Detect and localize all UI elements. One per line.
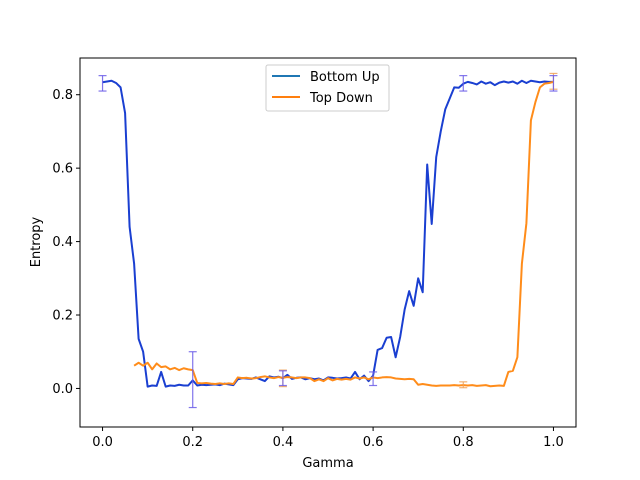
- axes-frame: [79, 57, 577, 428]
- y-tick-label: 0.4: [52, 235, 73, 250]
- y-tick-label: 0.6: [52, 162, 73, 177]
- error-bar-bottom-up: [278, 370, 287, 387]
- error-bar-bottom-up: [188, 351, 197, 409]
- x-tick-label: 1.0: [543, 435, 564, 450]
- x-tick-label: 0.4: [273, 435, 294, 450]
- plot-area: [98, 72, 558, 409]
- error-bar-bottom-up: [98, 75, 107, 92]
- legend-label-top-down: Top Down: [309, 91, 373, 106]
- y-tick-label: 0.0: [52, 382, 73, 397]
- x-tick-label: 0.6: [363, 435, 384, 450]
- ticks: 0.0 0.2 0.4 0.6 0.8 1.0 0.0 0.2 0.4 0.6 0.8: [52, 88, 563, 450]
- x-tick-label: 0.8: [453, 435, 474, 450]
- error-bar-bottom-up: [549, 75, 558, 92]
- legend-label-bottom-up: Bottom Up: [310, 70, 380, 85]
- legend: Bottom Up Top Down: [265, 64, 390, 112]
- error-bar-bottom-up: [459, 75, 468, 92]
- x-tick-label: 0.2: [182, 435, 203, 450]
- x-tick-label: 0.0: [92, 435, 113, 450]
- error-bar-bottom-up: [369, 371, 378, 387]
- y-tick-label: 0.2: [52, 309, 73, 324]
- error-bar-top-down: [459, 381, 468, 389]
- series-line-top-down: [133, 80, 554, 388]
- x-axis-label: Gamma: [302, 456, 353, 471]
- y-tick-label: 0.8: [52, 88, 73, 103]
- y-axis-label: Entropy: [29, 216, 44, 267]
